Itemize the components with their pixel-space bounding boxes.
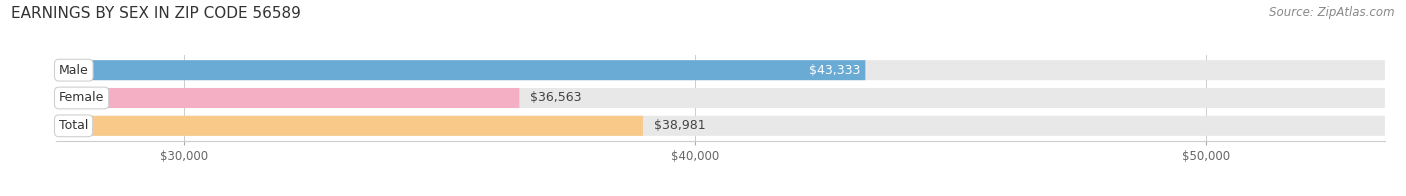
FancyBboxPatch shape [56,60,1385,80]
Text: Female: Female [59,92,104,104]
FancyBboxPatch shape [56,116,1385,136]
FancyBboxPatch shape [56,88,1385,108]
FancyBboxPatch shape [56,88,519,108]
Text: Total: Total [59,119,89,132]
FancyBboxPatch shape [56,60,865,80]
Text: $43,333: $43,333 [808,64,860,77]
Text: $38,981: $38,981 [654,119,706,132]
FancyBboxPatch shape [56,116,643,136]
Text: Male: Male [59,64,89,77]
Text: $36,563: $36,563 [530,92,582,104]
Text: Source: ZipAtlas.com: Source: ZipAtlas.com [1270,6,1395,19]
Text: EARNINGS BY SEX IN ZIP CODE 56589: EARNINGS BY SEX IN ZIP CODE 56589 [11,6,301,21]
